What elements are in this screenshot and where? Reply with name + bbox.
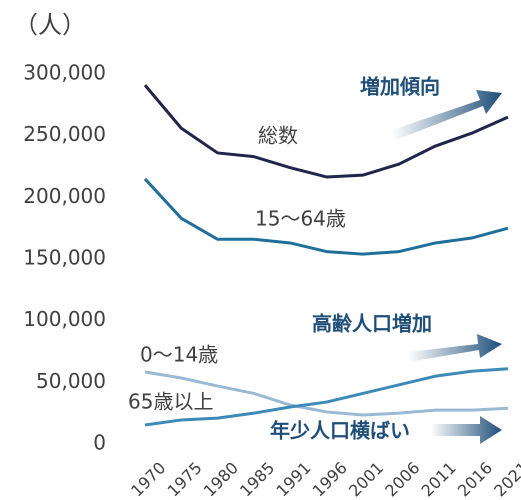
annotation: 増加傾向: [360, 75, 440, 99]
y-tick-label: 0: [93, 431, 106, 455]
x-tick-label: 1975: [163, 458, 205, 500]
series-label: 0〜14歳: [140, 343, 218, 367]
x-tick-label: 2001: [345, 458, 387, 500]
x-tick-label: 2021: [490, 458, 521, 500]
series-line: [143, 177, 509, 256]
x-tick-label: 1970: [127, 458, 169, 500]
x-tick-label: 1996: [309, 458, 351, 500]
x-tick-label: 2006: [381, 458, 423, 500]
y-tick-label: 250,000: [23, 122, 106, 146]
arrow: [430, 416, 502, 444]
arrow: [392, 90, 502, 140]
x-tick-label: 2016: [454, 458, 496, 500]
y-tick-label: 150,000: [23, 246, 106, 270]
x-tick-label: 2011: [418, 458, 460, 500]
annotation: 高齢人口増加: [312, 312, 432, 336]
series-label: 総数: [258, 124, 298, 148]
series-label: 65歳以上: [128, 390, 213, 414]
series-line: [144, 370, 509, 417]
series-label: 15〜64歳: [255, 207, 346, 231]
x-tick-label: 1985: [236, 458, 278, 500]
y-tick-label: 100,000: [23, 307, 106, 331]
series-line: [143, 84, 509, 179]
x-tick-label: 1991: [272, 458, 314, 500]
annotation: 年少人口横ばい: [270, 419, 410, 443]
y-unit: （人）: [14, 11, 86, 39]
series-line: [144, 367, 509, 427]
y-tick-label: 200,000: [23, 184, 106, 208]
arrow: [408, 334, 502, 362]
y-tick-label: 300,000: [23, 61, 106, 85]
y-tick-label: 50,000: [36, 369, 106, 393]
x-tick-label: 1980: [200, 458, 242, 500]
